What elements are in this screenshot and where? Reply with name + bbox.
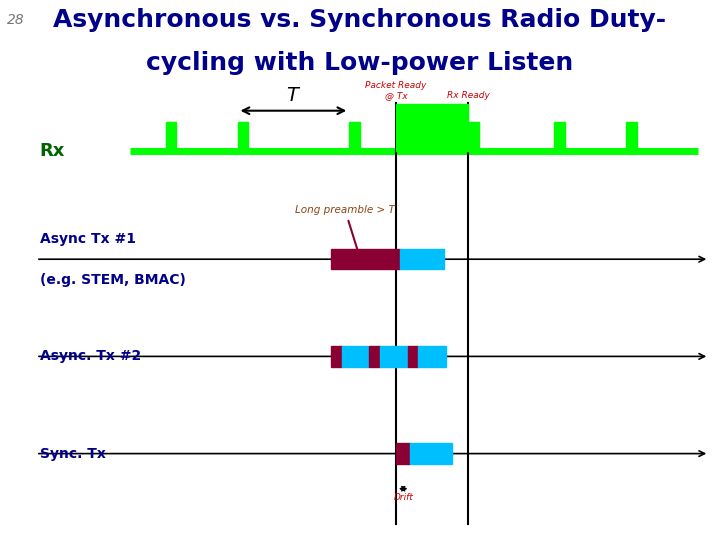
Text: Asynchronous vs. Synchronous Radio Duty-: Asynchronous vs. Synchronous Radio Duty- — [53, 8, 667, 32]
Bar — [396, 443, 410, 464]
Bar — [396, 104, 468, 151]
Bar — [418, 346, 446, 367]
Bar — [369, 346, 380, 367]
Text: cycling with Low-power Listen: cycling with Low-power Listen — [146, 51, 574, 75]
Text: Drift: Drift — [393, 493, 413, 502]
Bar — [410, 443, 452, 464]
Bar — [400, 249, 444, 269]
Text: Long preamble > T: Long preamble > T — [295, 205, 395, 265]
Bar — [408, 346, 418, 367]
Bar — [331, 346, 342, 367]
Text: 28: 28 — [7, 14, 25, 28]
Bar — [626, 122, 637, 151]
Text: Packet Ready
@ Tx: Packet Ready @ Tx — [365, 80, 427, 100]
Bar — [554, 122, 565, 151]
Text: Rx: Rx — [40, 142, 65, 160]
Text: Sync. Tx: Sync. Tx — [40, 447, 105, 461]
Bar — [166, 122, 176, 151]
Text: $T$: $T$ — [286, 86, 301, 105]
Bar — [331, 249, 400, 269]
Bar — [468, 122, 479, 151]
Bar — [349, 122, 360, 151]
Text: Rx Ready: Rx Ready — [446, 91, 490, 100]
Text: Async. Tx #2: Async. Tx #2 — [40, 349, 141, 363]
Bar — [380, 346, 408, 367]
Text: Async Tx #1: Async Tx #1 — [40, 232, 135, 246]
Bar — [238, 122, 248, 151]
Bar — [342, 346, 369, 367]
Text: (e.g. STEM, BMAC): (e.g. STEM, BMAC) — [40, 273, 186, 287]
